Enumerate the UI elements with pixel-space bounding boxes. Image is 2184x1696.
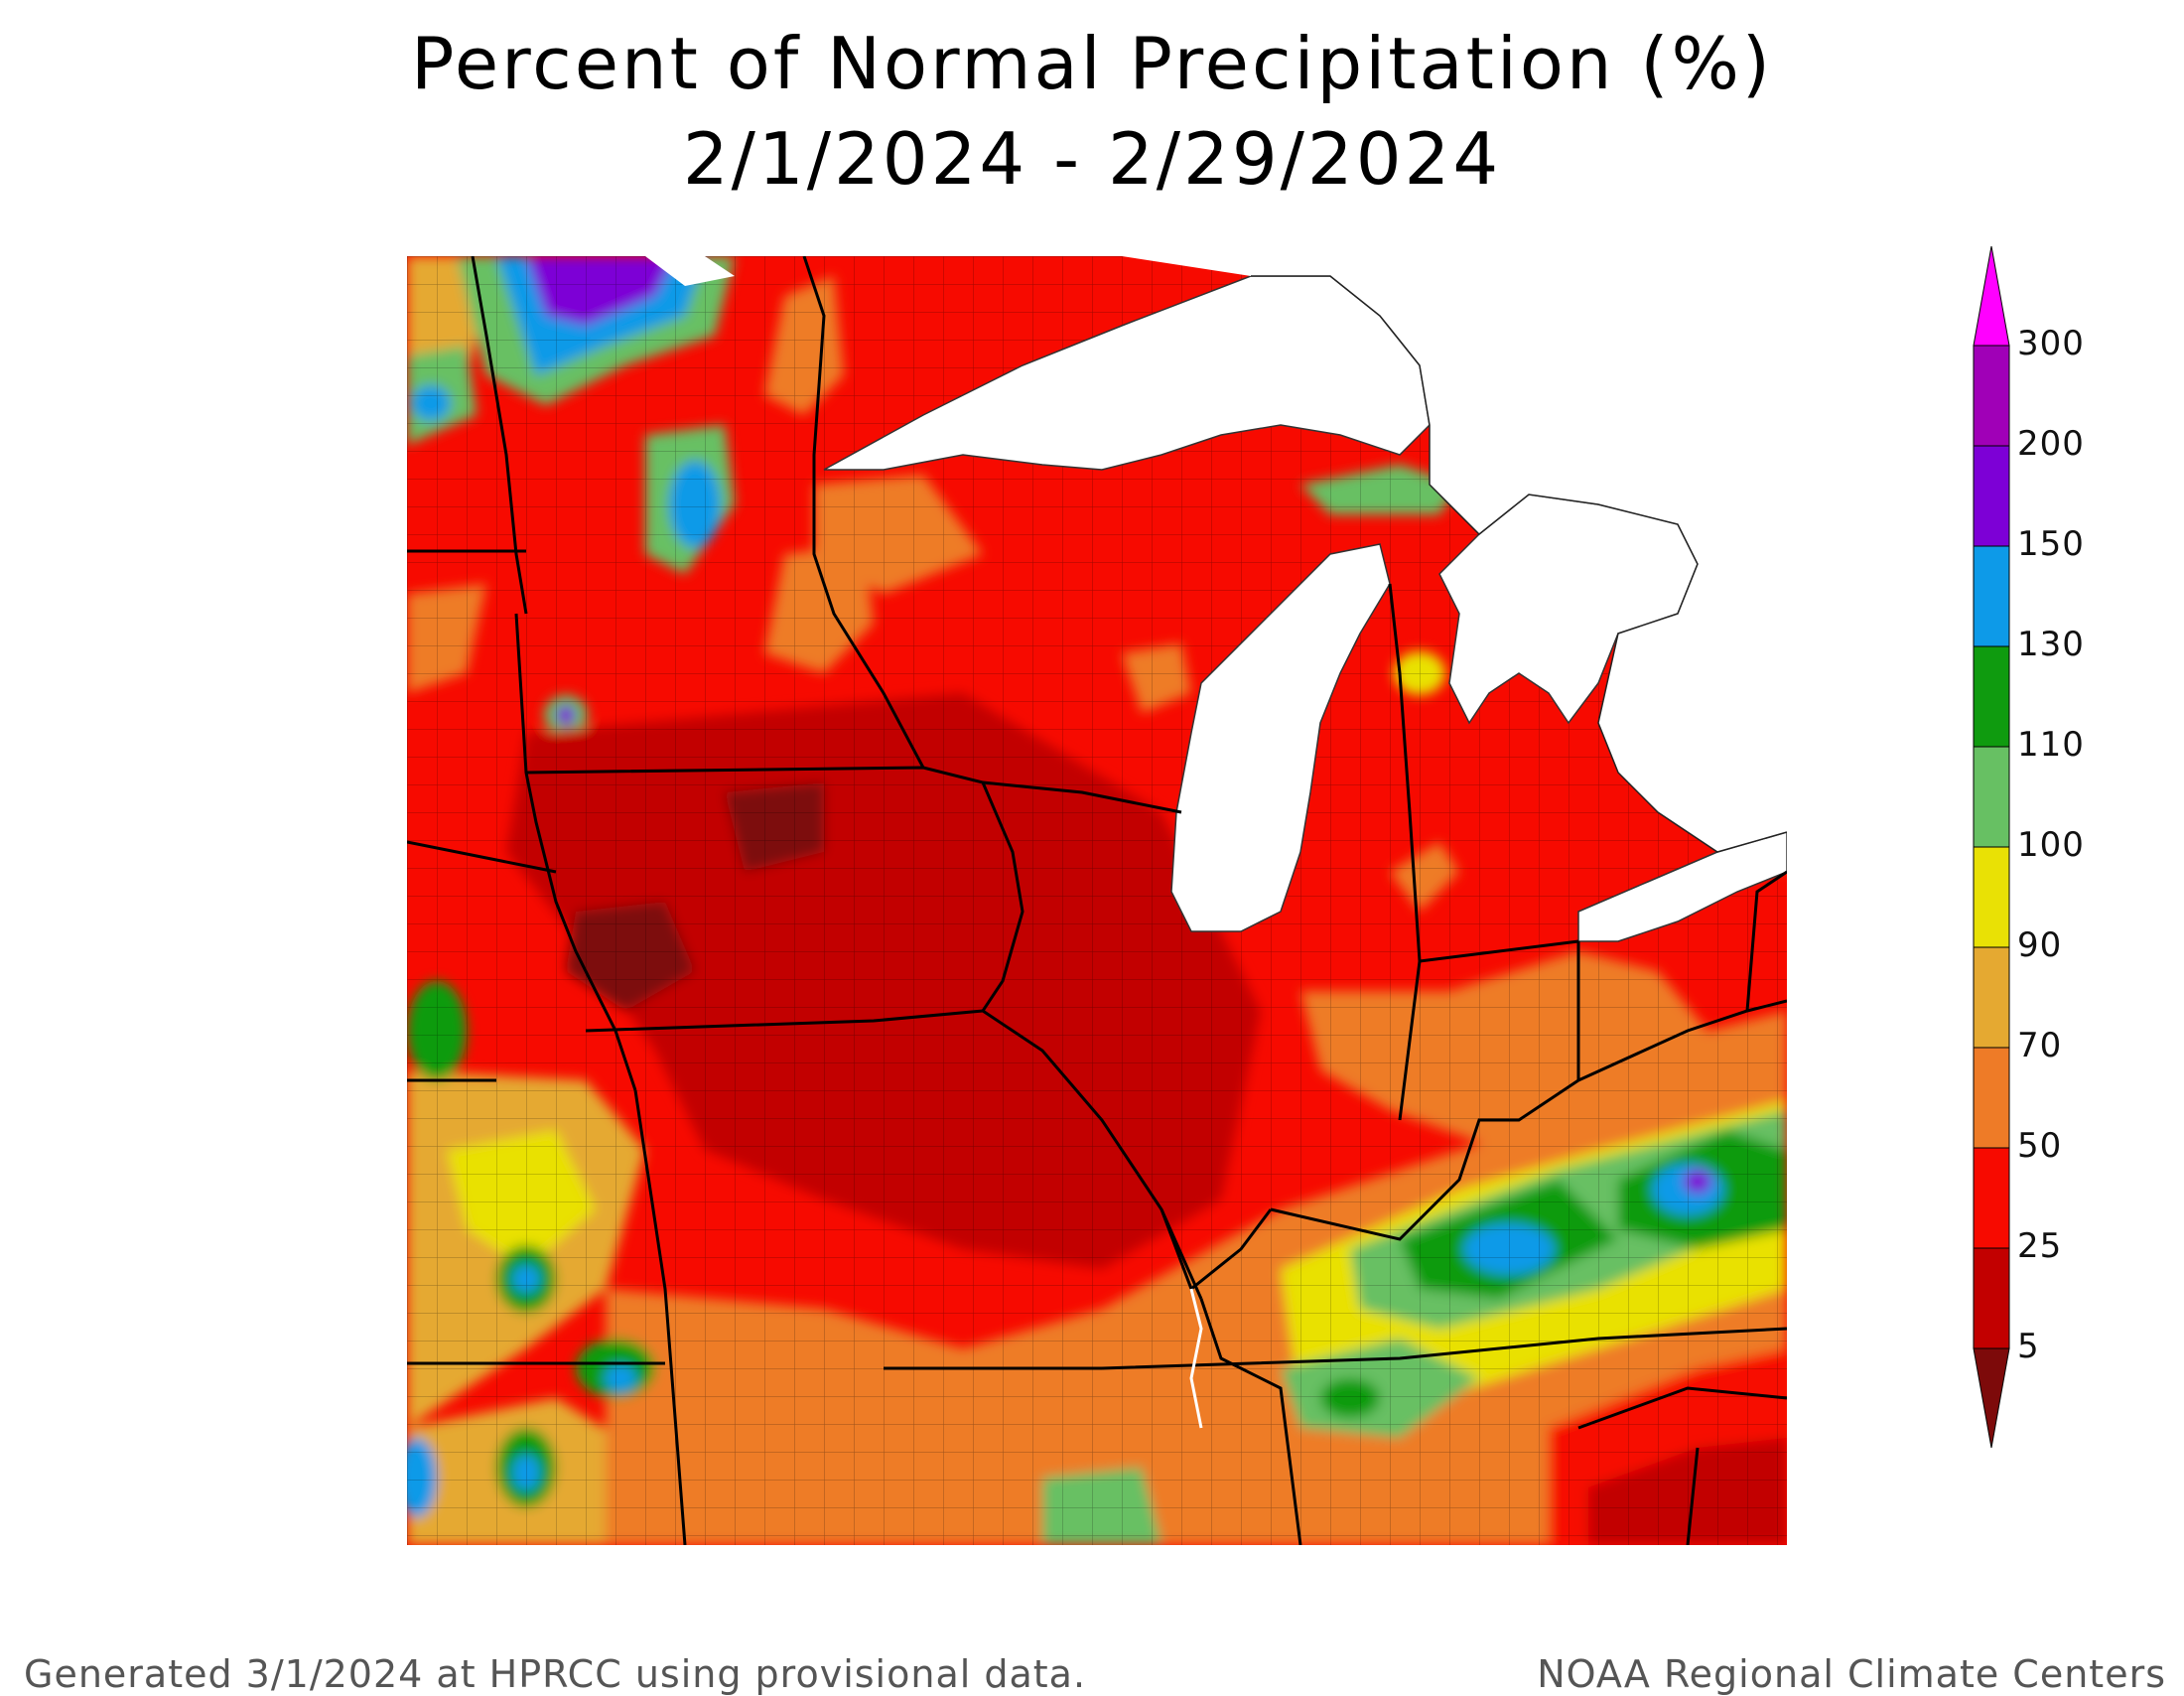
legend-arrow-low bbox=[1973, 1347, 2010, 1449]
legend-bin bbox=[1973, 1147, 2010, 1249]
legend-bin bbox=[1973, 645, 2010, 748]
legend-bin bbox=[1973, 946, 2010, 1049]
legend-arrow-high bbox=[1973, 246, 2010, 347]
legend-bin bbox=[1973, 746, 2010, 848]
legend-tick-label: 50 bbox=[2017, 1126, 2063, 1166]
lake-michigan bbox=[1170, 543, 1391, 932]
map-title: Percent of Normal Precipitation (%) bbox=[411, 22, 1773, 105]
legend-bin bbox=[1973, 345, 2010, 447]
canada-land bbox=[1122, 256, 1787, 852]
date-range: 2/1/2024 - 2/29/2024 bbox=[682, 117, 1502, 201]
state-borders bbox=[407, 256, 1787, 1545]
legend-tick-label: 130 bbox=[2017, 625, 2085, 664]
lake-superior bbox=[823, 275, 1431, 471]
footer-generated-note: Generated 3/1/2024 at HPRCC using provis… bbox=[24, 1652, 1087, 1696]
legend-bin bbox=[1973, 846, 2010, 948]
legend-bin bbox=[1973, 1247, 2010, 1349]
legend-tick-label: 90 bbox=[2017, 925, 2063, 965]
legend-tick-label: 200 bbox=[2017, 424, 2085, 464]
legend-tick-label: 300 bbox=[2017, 324, 2085, 363]
great-lakes bbox=[823, 275, 1787, 942]
legend-tick-label: 5 bbox=[2017, 1327, 2040, 1366]
legend-tick-label: 150 bbox=[2017, 524, 2085, 564]
legend-tick-label: 110 bbox=[2017, 725, 2085, 765]
legend-tick-label: 25 bbox=[2017, 1226, 2063, 1266]
legend-bin bbox=[1973, 445, 2010, 547]
color-legend bbox=[1973, 246, 2010, 1449]
lake-erie bbox=[1577, 831, 1787, 942]
legend-tick-label: 70 bbox=[2017, 1026, 2063, 1065]
legend-tick-label: 100 bbox=[2017, 825, 2085, 865]
legend-bin bbox=[1973, 545, 2010, 647]
precipitation-map bbox=[407, 256, 1787, 1545]
footer-attribution: NOAA Regional Climate Centers bbox=[1537, 1652, 2166, 1696]
legend-bin bbox=[1973, 1047, 2010, 1149]
